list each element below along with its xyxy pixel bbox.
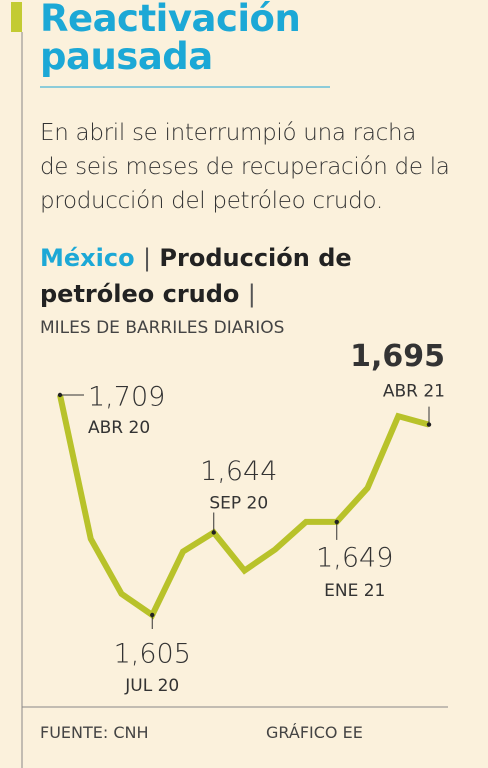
country: México	[40, 244, 135, 272]
credit: GRÁFICO EE	[266, 723, 363, 742]
separator: |	[247, 280, 256, 308]
point	[426, 422, 432, 427]
chart-heading: México | Producción de petróleo crudo |	[40, 240, 360, 312]
title: Reactivación pausada	[40, 0, 301, 78]
point	[150, 612, 155, 618]
point	[57, 392, 63, 398]
line	[57, 394, 430, 620]
x-tick-label: JUL 20	[124, 676, 179, 696]
accent-bar	[11, 2, 22, 32]
x-tick-label: ENE 21	[324, 581, 385, 601]
value-label: 1,644	[200, 456, 277, 487]
value-label: 1,709	[88, 382, 165, 413]
x-tick-label: ABR 20	[88, 418, 150, 438]
subtitle: En abril se interrumpió una racha de sei…	[40, 120, 450, 214]
value-label: 1,605	[114, 639, 191, 670]
source: FUENTE: CNH	[40, 723, 149, 742]
separator: |	[142, 244, 152, 272]
y-axis-label: MILES DE BARRILES DIARIOS	[40, 318, 285, 338]
value-label: 1,649	[316, 542, 393, 573]
plot: 1,709 ABR 20 1,605 JUL 20 1,644 SEP 20 1,649 EN…	[57, 339, 445, 696]
point	[211, 530, 216, 535]
x-tick-label: ABR 21	[383, 382, 445, 402]
x-tick-label: SEP 20	[209, 494, 268, 514]
point	[334, 519, 339, 525]
chart-title: Producción de petróleo crudo	[40, 244, 352, 308]
value-label: 1,695	[350, 339, 445, 374]
